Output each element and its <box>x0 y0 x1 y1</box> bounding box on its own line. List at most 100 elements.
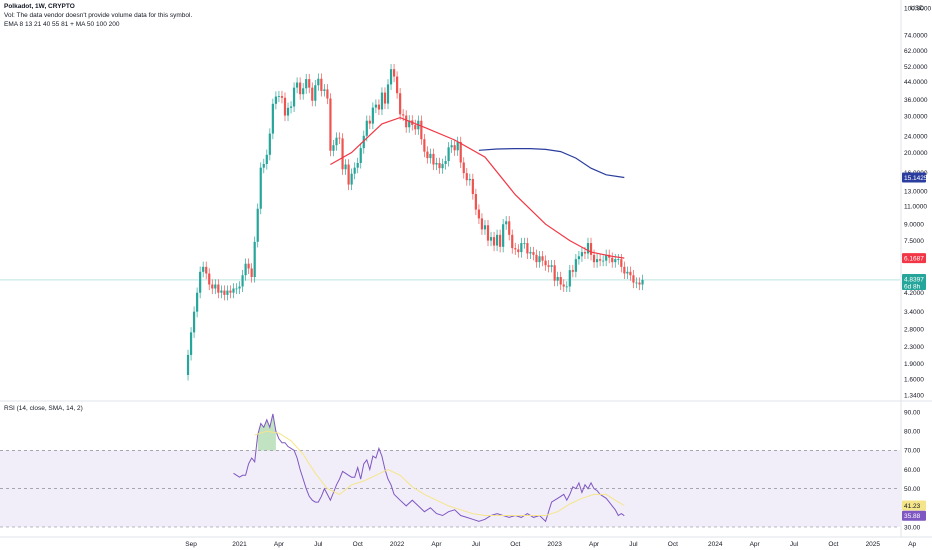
time-tick-label: Sep <box>185 541 197 548</box>
candle-body <box>577 256 580 260</box>
candle-body <box>529 252 532 254</box>
candle-body <box>562 284 565 287</box>
candle-body <box>538 256 541 263</box>
candle-body <box>526 243 529 254</box>
chart-title: Polkadot, 1W, CRYPTO <box>4 3 75 10</box>
price-tick-label: 36.0000 <box>904 97 928 104</box>
candle-body <box>317 78 320 86</box>
candle-body <box>444 161 447 165</box>
candle-body <box>423 139 426 152</box>
price-tick-label: 20.0000 <box>904 150 928 157</box>
candle-body <box>635 282 638 284</box>
candle-body <box>508 221 511 235</box>
candle-body <box>292 87 296 107</box>
price-tick-label: 100.0000 <box>904 5 931 12</box>
candle-body <box>592 254 596 263</box>
candle-body <box>268 133 271 155</box>
rsi-tick-label: 80.00 <box>904 428 921 435</box>
candle-body <box>389 69 393 85</box>
candle-body <box>544 260 547 266</box>
time-tick-label: 2022 <box>390 541 405 548</box>
price-tick-label: 9.0000 <box>904 222 924 229</box>
candle-body <box>296 82 299 88</box>
candle-body <box>208 273 211 285</box>
price-tick-label: 7.5000 <box>904 238 924 245</box>
candle-body <box>468 178 471 181</box>
candle-body <box>341 138 344 170</box>
candle-body <box>571 270 574 272</box>
rsi-value-tag: 35.88 <box>904 513 921 520</box>
candle-body <box>220 290 223 293</box>
candle-body <box>241 275 244 287</box>
candle-body <box>532 252 535 255</box>
candle-body <box>308 79 311 88</box>
time-tick-label: 2025 <box>866 541 881 548</box>
candle-body <box>408 120 411 128</box>
candle-body <box>311 87 314 101</box>
time-tick-label: 2024 <box>708 541 723 548</box>
price-tick-label: 3.4000 <box>904 309 924 316</box>
candle-body <box>414 124 417 130</box>
candle-body <box>420 120 423 140</box>
candle-body <box>368 120 371 124</box>
candles-group <box>186 63 644 381</box>
indicator-legend: EMA 8 13 21 40 55 81 + MA 50 100 200 <box>4 21 120 28</box>
price-tick-label: 11.0000 <box>904 204 927 211</box>
candle-body <box>214 284 217 289</box>
rsi-ma-line <box>254 430 625 516</box>
candle-body <box>362 135 365 149</box>
candle-body <box>350 173 353 185</box>
last-price-tag: 4.8397 <box>904 276 924 283</box>
currency-label[interactable]: USD <box>910 5 924 12</box>
candle-body <box>602 260 605 262</box>
candle-body <box>499 234 502 247</box>
candle-body <box>202 266 205 272</box>
price-tick-label: 44.0000 <box>904 79 928 86</box>
candle-body <box>632 275 635 283</box>
candle-body <box>447 147 450 162</box>
time-tick-label: Apr <box>750 541 761 548</box>
candle-body <box>232 288 235 293</box>
candle-body <box>553 265 556 281</box>
ema-price-tag: 6.1687 <box>904 255 924 262</box>
candle-body <box>380 92 384 110</box>
price-tick-label: 30.0000 <box>904 113 928 120</box>
price-tick-label: 52.0000 <box>904 64 928 71</box>
candle-body <box>520 243 523 253</box>
time-tick-label: Ap <box>908 541 916 548</box>
candle-body <box>559 277 562 285</box>
candle-body <box>471 178 474 195</box>
candle-body <box>402 114 405 116</box>
candle-body <box>217 284 220 293</box>
candle-body <box>441 164 444 169</box>
ma-price-tag-bg <box>902 172 926 183</box>
candle-body <box>450 145 453 148</box>
candle-body <box>332 145 335 151</box>
candle-body <box>456 141 459 151</box>
time-tick-label: Oct <box>353 541 363 548</box>
candle-body <box>535 254 538 263</box>
candle-body <box>280 96 284 98</box>
rsi-tick-label: 90.00 <box>904 409 921 416</box>
last-price-tag-bg <box>902 273 926 290</box>
candle-body <box>353 167 356 174</box>
candle-body <box>302 88 305 95</box>
candle-body <box>547 265 550 267</box>
candle-body <box>405 115 408 128</box>
candle-body <box>438 162 441 169</box>
candle-body <box>256 208 259 242</box>
time-tick-label: Apr <box>431 541 442 548</box>
candle-body <box>229 290 232 293</box>
candle-body <box>474 194 477 210</box>
price-tick-label: 62.0000 <box>904 48 928 55</box>
time-tick-label: 2023 <box>547 541 562 548</box>
candle-body <box>335 137 338 146</box>
candle-body <box>611 257 614 263</box>
rsi-tick-label: 30.00 <box>904 524 921 531</box>
candle-body <box>226 290 229 295</box>
candle-body <box>477 209 481 219</box>
price-tick-label: 2.3000 <box>904 344 924 351</box>
rsi-value-tag-bg <box>902 510 926 521</box>
candle-body <box>595 259 599 263</box>
